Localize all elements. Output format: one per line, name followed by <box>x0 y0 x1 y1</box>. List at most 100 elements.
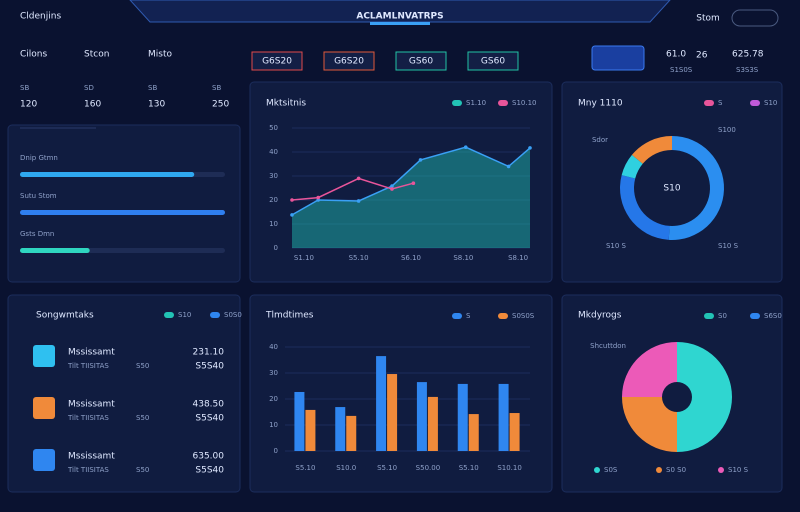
filter-button[interactable] <box>251 51 303 71</box>
bar <box>387 374 398 451</box>
header-left: Cldenjins <box>20 12 61 22</box>
area <box>292 147 530 248</box>
bar <box>468 414 479 451</box>
bar <box>346 415 357 451</box>
legend-swatch <box>594 467 600 473</box>
slice <box>620 175 670 240</box>
header-glow <box>370 22 430 25</box>
item-sub: Tilt TIISITAS <box>67 362 109 370</box>
item-title: Mssissamt <box>68 348 115 358</box>
legend-label: S1.10 <box>466 99 486 107</box>
summary-value: 61.0 <box>666 50 686 60</box>
y-tick-label: 10 <box>269 421 278 429</box>
legend-swatch <box>656 467 662 473</box>
filter-button[interactable] <box>467 51 519 71</box>
x-tick-label: S5.10 <box>295 464 315 472</box>
x-tick-label: S50.00 <box>416 464 440 472</box>
point <box>418 158 423 162</box>
item-note: S5S40 <box>195 466 224 476</box>
bar <box>457 383 468 451</box>
bar <box>376 356 387 451</box>
bar <box>498 383 509 451</box>
donut-center: S10 <box>663 184 680 194</box>
legend-swatch <box>498 313 508 319</box>
stat-label: SB <box>148 84 157 92</box>
bar <box>416 382 427 451</box>
slice <box>677 342 732 452</box>
line <box>291 146 531 216</box>
legend-swatch <box>750 100 760 106</box>
stat-value: 120 <box>20 100 37 110</box>
legend-label: S10 <box>178 311 191 319</box>
y-tick-label: 10 <box>269 220 278 228</box>
legend-swatch <box>498 100 508 106</box>
x-tick-label: S5.10 <box>349 254 369 262</box>
item-sub: Tilt TIISITAS <box>67 466 109 474</box>
x-tick-label: S10.10 <box>497 464 521 472</box>
summary-icon <box>591 45 645 71</box>
item-extra: S50 <box>136 362 149 370</box>
progress-label: Gsts Dmn <box>20 230 54 238</box>
side-label: Shcuttdon <box>590 342 626 350</box>
chart-title: Mny 1110 <box>578 99 623 109</box>
x-tick-label: S8.10 <box>453 254 473 262</box>
item-title: Mssissamt <box>68 400 115 410</box>
item-sub: Tilt TIISITAS <box>67 414 109 422</box>
filter-button-label: GS60 <box>409 57 433 67</box>
item-extra: S50 <box>136 414 149 422</box>
tab: Stcon <box>84 50 109 60</box>
slice-label: S10 S <box>606 242 627 250</box>
legend-swatch <box>210 312 220 318</box>
area-panel <box>249 81 553 283</box>
header-button[interactable] <box>731 9 779 27</box>
legend-label: S0S0S <box>512 312 535 320</box>
pie-panel <box>561 294 783 493</box>
chart-title: Mktsitnis <box>266 99 306 109</box>
bar <box>294 391 305 451</box>
item-note: S5S40 <box>195 414 224 424</box>
stat-label: SB <box>212 84 221 92</box>
progress-fill <box>20 248 90 253</box>
donut-panel <box>561 81 783 283</box>
list-panel <box>7 294 241 493</box>
bar <box>509 413 520 451</box>
x-tick-label: S6.10 <box>401 254 421 262</box>
item-value: 635.00 <box>193 452 225 462</box>
point <box>411 181 416 185</box>
x-tick-label: S10.0 <box>336 464 356 472</box>
filter-button-label: G6S20 <box>334 57 364 67</box>
stat-value: 130 <box>148 100 165 110</box>
stat-value: 160 <box>84 100 101 110</box>
slice <box>631 136 672 164</box>
header-title: ACLAMLNVATRPS <box>356 12 443 22</box>
legend-label: S0S <box>604 466 618 474</box>
y-tick-label: 40 <box>269 343 278 351</box>
stat-label: SB <box>20 84 29 92</box>
summary-unit: 26 <box>696 51 708 61</box>
chart-title: Mkdyrogs <box>578 311 622 321</box>
filter-button[interactable] <box>395 51 447 71</box>
legend-label: S6S0 <box>764 312 782 320</box>
y-tick-label: 20 <box>269 395 278 403</box>
x-tick-label: S5.10 <box>377 464 397 472</box>
item-icon <box>33 449 55 471</box>
point <box>356 199 361 203</box>
legend-label: S10 <box>764 99 777 107</box>
slice <box>668 136 725 240</box>
panel-title: Songwmtaks <box>36 311 94 321</box>
slice-label: Sdor <box>592 136 608 144</box>
x-tick-label: S8.10 <box>508 254 528 262</box>
legend-swatch <box>750 313 760 319</box>
progress-fill <box>20 210 225 215</box>
legend-label: S <box>466 312 471 320</box>
filter-button[interactable] <box>323 51 375 71</box>
legend-label: S0S0 <box>224 311 242 319</box>
item-title: Mssissamt <box>68 452 115 462</box>
item-icon <box>33 345 55 367</box>
point <box>390 184 394 188</box>
filter-button-label: GS60 <box>481 57 505 67</box>
y-tick-label: 0 <box>274 244 278 252</box>
legend-label: S10.10 <box>512 99 536 107</box>
progress-fill <box>20 172 195 177</box>
